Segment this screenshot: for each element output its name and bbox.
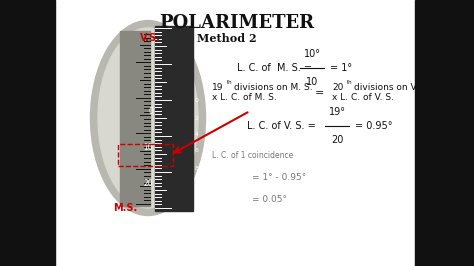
Bar [118,144,173,166]
Text: 20: 20 [331,135,343,145]
Text: th: th [227,80,233,85]
Text: 20: 20 [143,178,153,188]
Text: 19°: 19° [328,107,346,117]
Text: th: th [347,80,353,85]
Text: L. C. of  M. S. =: L. C. of M. S. = [237,63,312,73]
Text: V.S.: V.S. [139,33,160,43]
Bar [155,26,193,211]
Text: =: = [315,88,325,98]
Text: 19: 19 [212,82,224,92]
Text: = 1°: = 1° [330,63,352,73]
Bar [120,31,150,206]
Bar [415,0,474,266]
Text: divisions on M. S.: divisions on M. S. [234,82,313,92]
Text: 0: 0 [148,106,153,115]
Text: Method 2: Method 2 [197,33,257,44]
Text: POLARIMETER: POLARIMETER [159,14,315,32]
Text: 6: 6 [195,148,199,153]
Text: 10: 10 [143,143,153,152]
Text: 0: 0 [195,98,199,103]
Text: 0: 0 [195,181,199,186]
Text: 8: 8 [195,165,199,171]
Text: x L. C. of V. S.: x L. C. of V. S. [332,94,394,102]
Text: divisions on V. S.: divisions on V. S. [354,82,430,92]
Text: 10: 10 [306,77,318,87]
Text: 20: 20 [332,82,343,92]
Ellipse shape [91,20,206,215]
Text: L. C. of 1 coincidence: L. C. of 1 coincidence [212,152,293,160]
Text: 2: 2 [195,115,199,120]
Bar [0,0,55,266]
Text: = 0.95°: = 0.95° [355,121,392,131]
Text: L. C. of V. S. =: L. C. of V. S. = [247,121,316,131]
Text: 4: 4 [195,132,199,138]
Text: M.S.: M.S. [113,203,137,213]
Text: x L. C. of M. S.: x L. C. of M. S. [212,94,277,102]
Text: 10°: 10° [303,49,320,59]
Ellipse shape [98,28,198,208]
Text: = 1° - 0.95°: = 1° - 0.95° [252,173,306,182]
Text: = 0.05°: = 0.05° [252,196,287,205]
